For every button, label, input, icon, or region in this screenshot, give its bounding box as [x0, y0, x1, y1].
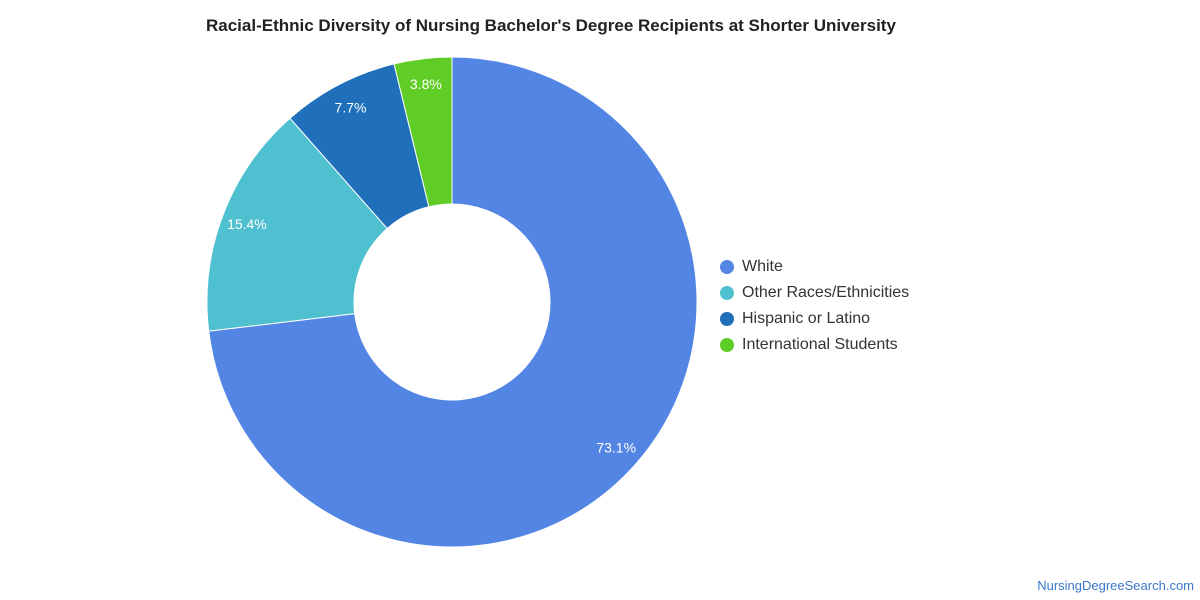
data-label-white: 73.1%: [596, 440, 636, 456]
legend-label-hispanic-or-latino: Hispanic or Latino: [742, 310, 871, 327]
legend-item-other-races-ethnicities[interactable]: Other Races/Ethnicities: [720, 280, 909, 306]
legend-label-other-races-ethnicities: Other Races/Ethnicities: [742, 284, 910, 301]
source-watermark[interactable]: NursingDegreeSearch.com: [1037, 578, 1194, 593]
legend-label-international-students: International Students: [742, 336, 898, 353]
legend-swatch-international-students: [720, 338, 734, 352]
legend-swatch-hispanic-or-latino: [720, 312, 734, 326]
chart-title: Racial-Ethnic Diversity of Nursing Bache…: [206, 16, 896, 35]
slice-other-races-ethnicities[interactable]: [206, 117, 388, 332]
legend-label-white: White: [742, 258, 783, 275]
legend-item-hispanic-or-latino[interactable]: Hispanic or Latino: [720, 306, 909, 332]
legend-swatch-white: [720, 260, 734, 274]
legend-swatch-other-races-ethnicities: [720, 286, 734, 300]
slice-international-students[interactable]: [393, 56, 453, 208]
legend-item-white[interactable]: White: [720, 254, 909, 280]
data-label-other-races-ethnicities: 15.4%: [227, 216, 267, 232]
data-label-international-students: 3.8%: [410, 76, 442, 92]
chart-legend: White Other Races/Ethnicities Hispanic or …: [720, 254, 909, 358]
slice-white[interactable]: [208, 56, 698, 548]
data-label-hispanic-or-latino: 7.7%: [335, 99, 367, 115]
legend-item-international-students[interactable]: International Students: [720, 332, 909, 358]
